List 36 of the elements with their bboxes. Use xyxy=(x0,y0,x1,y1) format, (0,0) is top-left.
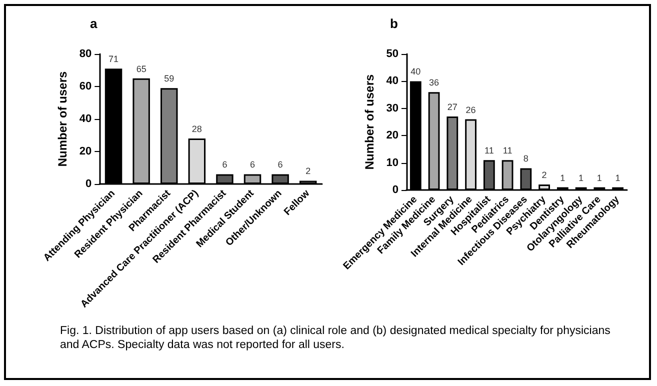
data-label: 28 xyxy=(192,124,202,134)
data-label: 71 xyxy=(108,54,119,64)
y-tick-label: 80 xyxy=(79,48,92,60)
data-label: 40 xyxy=(410,66,421,77)
data-label: 6 xyxy=(278,160,283,170)
chart-title: b xyxy=(390,16,398,31)
y-axis-title: Number of users xyxy=(362,74,376,170)
y-tick-label: 30 xyxy=(386,102,398,114)
y-tick-label: 0 xyxy=(86,178,92,190)
y-tick-label: 60 xyxy=(79,80,92,92)
data-label: 6 xyxy=(250,160,256,170)
data-label: 8 xyxy=(523,154,528,164)
caption: Fig. 1. Distribution of app users based on (a) clinical role and (b) designated medical specialty for physicians and ACPs. Specialty data was not reported for all users. xyxy=(60,324,612,352)
y-tick-label: 40 xyxy=(79,113,92,125)
y-tick-label: 20 xyxy=(79,146,92,158)
data-label: 11 xyxy=(484,146,494,156)
data-label: 1 xyxy=(615,172,620,183)
data-label: 65 xyxy=(136,64,146,74)
y-tick-label: 50 xyxy=(386,48,398,60)
data-label: 26 xyxy=(466,104,476,115)
data-label: 2 xyxy=(542,170,547,180)
data-label: 59 xyxy=(164,74,174,84)
y-tick-label: 0 xyxy=(392,184,398,196)
data-label: 6 xyxy=(222,160,228,170)
y-tick-label: 20 xyxy=(386,130,398,142)
y-tick-label: 10 xyxy=(386,156,398,169)
y-tick-label: 40 xyxy=(386,75,398,88)
data-label: 1 xyxy=(596,172,602,183)
data-label: 11 xyxy=(502,146,512,156)
y-axis-title: Number of users xyxy=(55,70,70,167)
chart-title: a xyxy=(90,16,98,31)
data-label: 36 xyxy=(429,78,440,88)
data-label: 1 xyxy=(560,172,566,183)
data-label: 27 xyxy=(447,102,458,112)
data-label: 2 xyxy=(306,166,311,176)
data-label: 1 xyxy=(578,172,584,183)
